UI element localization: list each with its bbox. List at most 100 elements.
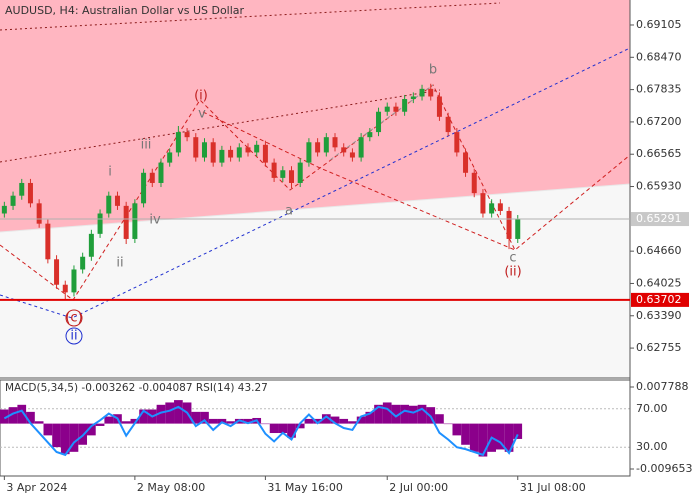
- wave-label: (i): [194, 89, 208, 104]
- candle-body: [332, 137, 338, 148]
- wave-circle: [65, 309, 83, 327]
- candle-body: [367, 132, 373, 138]
- candle-body: [254, 144, 260, 153]
- macd-bar: [339, 418, 349, 424]
- macd-bar: [321, 414, 331, 424]
- macd-bar: [52, 423, 61, 448]
- macd-bar: [443, 423, 453, 425]
- support-label-box: [631, 292, 689, 307]
- candle-body: [175, 132, 181, 153]
- candle-body: [480, 193, 486, 214]
- x-tick-label: 31 May 16:00: [267, 481, 342, 494]
- candle-body: [54, 259, 60, 285]
- candle-body: [402, 99, 408, 112]
- macd-bar: [478, 423, 488, 457]
- candle-body: [97, 213, 103, 234]
- macd-bar: [95, 423, 105, 426]
- candle-body: [515, 219, 521, 239]
- candle-body: [149, 172, 155, 183]
- candle-body: [19, 182, 25, 196]
- x-tick-label: 2 May 08:00: [137, 481, 205, 494]
- macd-bar: [174, 400, 183, 424]
- macd-bar: [356, 416, 366, 424]
- wave-label: b: [429, 63, 437, 78]
- candle-body: [158, 162, 164, 183]
- candle-body: [80, 256, 86, 270]
- channel-line: [0, 89, 441, 163]
- price-panel: [1, 83, 521, 300]
- indicator-label: MACD(5,34,5) -0.003262 -0.004087 RSI(14)…: [5, 382, 268, 394]
- macd-bar: [104, 416, 114, 424]
- y2-tick-label: 0.007788: [636, 380, 689, 393]
- macd-bar: [304, 418, 314, 424]
- macd-bar: [0, 409, 9, 424]
- macd-bar: [495, 423, 505, 450]
- macd-bar: [513, 423, 523, 439]
- macd-bar: [26, 411, 35, 424]
- wave-label: (ii): [504, 265, 521, 280]
- y-tick-label: 0.64025: [636, 276, 682, 289]
- macd-bar: [17, 404, 27, 424]
- candle-body: [436, 96, 442, 117]
- candle-body: [228, 149, 234, 158]
- candle-body: [219, 149, 225, 163]
- wave-label: c: [509, 251, 516, 266]
- candle-body: [428, 88, 434, 97]
- trend-line: [0, 47, 631, 319]
- macd-bar: [191, 411, 201, 424]
- wave-label: v: [198, 107, 206, 122]
- macd-bar: [313, 418, 322, 424]
- macd-bar: [504, 423, 514, 452]
- macd-bar: [365, 411, 375, 424]
- candle-body: [88, 233, 94, 257]
- candle-body: [341, 147, 347, 153]
- chart-title: AUDUSD, H4: Australian Dollar vs US Doll…: [5, 4, 245, 17]
- candle-body: [497, 203, 503, 211]
- candle-body: [271, 162, 277, 178]
- wave-label: i: [108, 165, 112, 180]
- candle-body: [506, 210, 512, 239]
- wave-circle: [65, 327, 83, 345]
- candle-body: [489, 203, 495, 214]
- candle-body: [141, 172, 147, 204]
- macd-bar: [261, 423, 270, 425]
- bid-label-box: [631, 212, 689, 227]
- y-tick-label: 0.64660: [636, 244, 682, 257]
- x-tick-label: 31 Jul 08:00: [520, 481, 586, 494]
- rsi-line: [3, 405, 519, 457]
- macd-bar: [121, 421, 131, 424]
- y2-tick-label: 30.00: [636, 440, 668, 453]
- candle-body: [262, 144, 268, 163]
- macd-bar: [417, 404, 427, 424]
- candle-body: [393, 106, 399, 112]
- macd-bar: [139, 409, 148, 424]
- candle-body: [445, 116, 451, 133]
- y-tick-label: 0.65930: [636, 180, 682, 193]
- candle-body: [306, 142, 312, 163]
- wave-label: iv: [149, 213, 161, 228]
- macd-bar: [200, 411, 209, 424]
- macd-bar: [269, 423, 279, 434]
- y-tick-label: 0.62755: [636, 341, 682, 354]
- candle-body: [193, 137, 199, 158]
- candle-body: [45, 223, 51, 260]
- macd-bar: [330, 416, 340, 424]
- wave-label: (c): [65, 311, 82, 326]
- macd-bar: [374, 404, 383, 424]
- candle-body: [245, 147, 251, 153]
- macd-bar: [60, 423, 70, 455]
- x-tick-label: 2 Jul 00:00: [389, 481, 448, 494]
- wave-label: ii: [70, 329, 77, 344]
- candle-body: [167, 152, 173, 163]
- candle-body: [184, 132, 190, 138]
- y-tick-label: 0.69105: [636, 18, 682, 31]
- macd-bar: [130, 418, 140, 424]
- candle-body: [349, 152, 355, 158]
- y2-tick-label: 70.00: [636, 402, 668, 415]
- candle-body: [132, 203, 138, 239]
- candle-body: [114, 195, 120, 206]
- macd-bar: [43, 423, 53, 436]
- y-tick-label: 0.67835: [636, 83, 682, 96]
- macd-bar: [34, 421, 44, 424]
